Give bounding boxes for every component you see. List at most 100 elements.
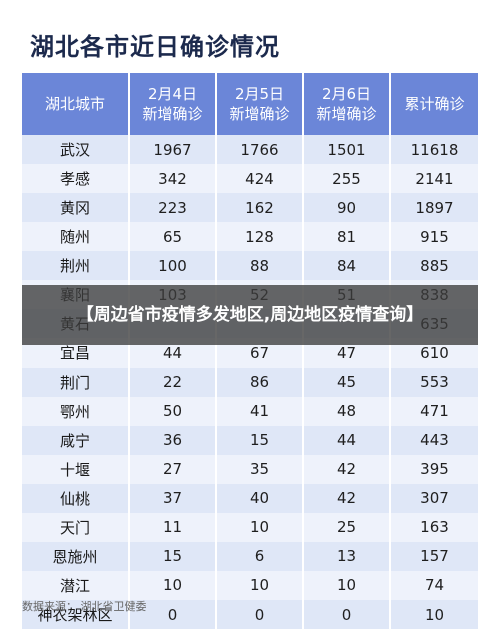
cell-region: 潜江 (22, 570, 130, 600)
cell-region: 十堰 (22, 454, 130, 484)
cell-total: 10 (390, 600, 478, 629)
header-feb6-label: 新增确诊 (316, 105, 377, 123)
cell-feb4: 15 (129, 541, 217, 571)
cell-total: 471 (390, 396, 478, 426)
cell-feb6: 255 (303, 164, 391, 194)
cell-region: 仙桃 (22, 483, 130, 513)
cell-feb4: 50 (129, 396, 217, 426)
header-feb5-date: 2月5日 (234, 85, 285, 103)
overlay-banner[interactable]: 【周边省市疫情多发地区,周边地区疫情查询】 (22, 285, 478, 345)
source-attribution: 数据来源： 湖北省卫健委 (22, 600, 147, 613)
cell-region: 咸宁 (22, 425, 130, 455)
cell-total: 307 (390, 483, 478, 513)
cases-table-container: 湖北城市 2月4日 新增确诊 2月5日 新增确诊 2月6日 新增确诊 累计确诊 (22, 73, 478, 629)
header-feb5-label: 新增确诊 (229, 105, 290, 123)
cell-feb4: 0 (129, 600, 217, 629)
cell-feb5: 10 (216, 512, 304, 542)
table-row: 恩施州 15 6 13 157 (22, 541, 478, 571)
table-row: 黄冈 223 162 90 1897 (22, 193, 478, 223)
cell-feb6: 25 (303, 512, 391, 542)
cell-feb4: 22 (129, 367, 217, 397)
table-row: 天门 11 10 25 163 (22, 512, 478, 542)
overlay-link-text[interactable]: 【周边省市疫情多发地区,周边地区疫情查询】 (76, 305, 424, 325)
cell-feb4: 1967 (129, 135, 217, 165)
page-title: 湖北各市近日确诊情况 (30, 33, 280, 61)
table-row: 随州 65 128 81 915 (22, 222, 478, 252)
table-row: 荆门 22 86 45 553 (22, 367, 478, 397)
cell-feb5: 10 (216, 570, 304, 600)
cell-feb5: 128 (216, 222, 304, 252)
cell-feb6: 10 (303, 570, 391, 600)
cell-feb6: 90 (303, 193, 391, 223)
cell-feb4: 100 (129, 251, 217, 281)
table-row: 神农架林区 0 0 0 10 (22, 600, 478, 629)
cell-feb6: 81 (303, 222, 391, 252)
cell-feb4: 36 (129, 425, 217, 455)
header-feb5: 2月5日 新增确诊 (216, 73, 304, 135)
table-row: 仙桃 37 40 42 307 (22, 483, 478, 513)
table-header: 湖北城市 2月4日 新增确诊 2月5日 新增确诊 2月6日 新增确诊 累计确诊 (22, 73, 478, 135)
cell-feb6: 42 (303, 454, 391, 484)
cell-region: 武汉 (22, 135, 130, 165)
table-body: 武汉 1967 1766 1501 11618 孝感 342 424 255 2… (22, 135, 478, 629)
table-row: 十堰 27 35 42 395 (22, 454, 478, 484)
cell-region: 随州 (22, 222, 130, 252)
header-row: 湖北城市 2月4日 新增确诊 2月5日 新增确诊 2月6日 新增确诊 累计确诊 (22, 73, 478, 135)
cell-feb6: 48 (303, 396, 391, 426)
table-row: 武汉 1967 1766 1501 11618 (22, 135, 478, 165)
cell-feb5: 40 (216, 483, 304, 513)
cell-region: 神农架林区 (22, 600, 130, 629)
cell-region: 恩施州 (22, 541, 130, 571)
cell-feb4: 10 (129, 570, 217, 600)
table-row: 咸宁 36 15 44 443 (22, 425, 478, 455)
cell-total: 885 (390, 251, 478, 281)
table-row: 孝感 342 424 255 2141 (22, 164, 478, 194)
cell-total: 2141 (390, 164, 478, 194)
cell-region: 荆州 (22, 251, 130, 281)
table-row: 鄂州 50 41 48 471 (22, 396, 478, 426)
cell-total: 11618 (390, 135, 478, 165)
cell-feb4: 342 (129, 164, 217, 194)
cell-total: 395 (390, 454, 478, 484)
cell-feb5: 0 (216, 600, 304, 629)
cell-feb5: 6 (216, 541, 304, 571)
cell-feb5: 15 (216, 425, 304, 455)
cell-region: 鄂州 (22, 396, 130, 426)
cell-region: 黄冈 (22, 193, 130, 223)
cell-region: 荆门 (22, 367, 130, 397)
header-feb4: 2月4日 新增确诊 (129, 73, 217, 135)
cell-feb5: 35 (216, 454, 304, 484)
cell-feb4: 11 (129, 512, 217, 542)
cell-total: 553 (390, 367, 478, 397)
cell-total: 157 (390, 541, 478, 571)
cases-table: 湖北城市 2月4日 新增确诊 2月5日 新增确诊 2月6日 新增确诊 累计确诊 (22, 73, 478, 629)
cell-feb6: 42 (303, 483, 391, 513)
cell-region: 孝感 (22, 164, 130, 194)
header-feb6-date: 2月6日 (321, 85, 372, 103)
header-region: 湖北城市 (22, 73, 130, 135)
cell-feb6: 1501 (303, 135, 391, 165)
header-feb4-date: 2月4日 (147, 85, 198, 103)
cell-feb5: 41 (216, 396, 304, 426)
cell-feb5: 162 (216, 193, 304, 223)
cell-feb5: 424 (216, 164, 304, 194)
cell-feb6: 44 (303, 425, 391, 455)
cell-feb4: 223 (129, 193, 217, 223)
cell-feb5: 1766 (216, 135, 304, 165)
cell-feb4: 65 (129, 222, 217, 252)
header-total: 累计确诊 (390, 73, 478, 135)
cell-total: 915 (390, 222, 478, 252)
cell-total: 1897 (390, 193, 478, 223)
table-row: 荆州 100 88 84 885 (22, 251, 478, 281)
cell-feb6: 13 (303, 541, 391, 571)
cell-total: 443 (390, 425, 478, 455)
header-feb6: 2月6日 新增确诊 (303, 73, 391, 135)
cell-feb4: 37 (129, 483, 217, 513)
cell-feb6: 84 (303, 251, 391, 281)
cell-feb5: 88 (216, 251, 304, 281)
cell-feb5: 86 (216, 367, 304, 397)
cell-feb6: 45 (303, 367, 391, 397)
cell-total: 74 (390, 570, 478, 600)
cell-region: 天门 (22, 512, 130, 542)
